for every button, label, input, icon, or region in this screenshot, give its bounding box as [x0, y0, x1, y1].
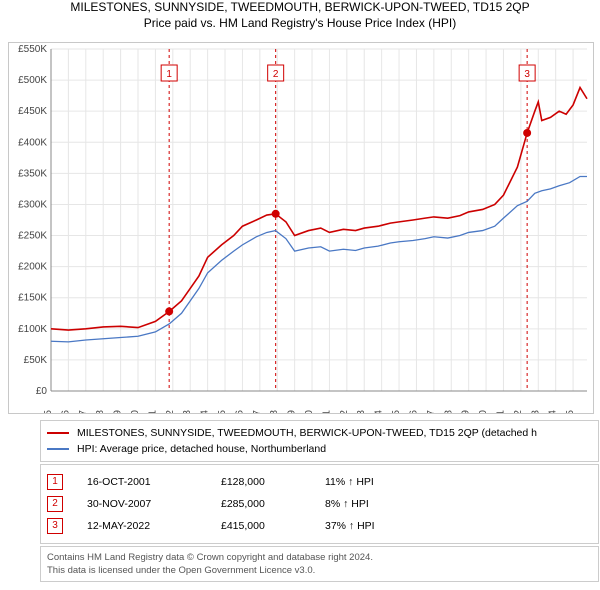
series-hpi — [51, 176, 587, 341]
x-axis-label: 2003 — [182, 410, 193, 413]
sale-price: £415,000 — [221, 515, 301, 537]
sale-price: £128,000 — [221, 471, 301, 493]
y-axis-label: £50K — [24, 355, 48, 366]
x-axis-label: 2000 — [130, 410, 141, 413]
sale-date: 16-OCT-2001 — [87, 471, 197, 493]
legend-item: MILESTONES, SUNNYSIDE, TWEEDMOUTH, BERWI… — [47, 425, 592, 441]
x-axis-label: 2001 — [147, 410, 158, 413]
x-axis-label: 1996 — [60, 410, 71, 413]
y-axis-label: £400K — [18, 137, 47, 148]
x-axis-label: 2018 — [443, 410, 454, 413]
footer-line: Contains HM Land Registry data © Crown c… — [47, 551, 592, 564]
legend-label: HPI: Average price, detached house, Nort… — [77, 441, 326, 457]
legend-label: MILESTONES, SUNNYSIDE, TWEEDMOUTH, BERWI… — [77, 425, 537, 441]
legend-item: HPI: Average price, detached house, Nort… — [47, 441, 592, 457]
x-axis-label: 2014 — [374, 410, 385, 413]
y-axis-label: £100K — [18, 324, 47, 335]
x-axis-label: 2025 — [565, 410, 576, 413]
x-axis-label: 1997 — [78, 410, 89, 413]
y-axis-label: £200K — [18, 262, 47, 273]
x-axis-label: 2005 — [217, 410, 228, 413]
chart-svg: £0 £50K £100K £150K £200K £250K £300K £350K £400… — [9, 43, 593, 413]
y-axis-label: £250K — [18, 231, 47, 242]
chart-container: £0 £50K £100K £150K £200K £250K £300K £350K £400… — [8, 42, 594, 414]
x-axis-label: 2012 — [339, 410, 350, 413]
sale-date: 12-MAY-2022 — [87, 515, 197, 537]
x-axis-label: 2015 — [391, 410, 402, 413]
page: MILESTONES, SUNNYSIDE, TWEEDMOUTH, BERWI… — [0, 0, 600, 590]
sale-hpi-delta: 11% ↑ HPI — [325, 471, 415, 493]
sale-price: £285,000 — [221, 493, 301, 515]
sale-hpi-delta: 8% ↑ HPI — [325, 493, 415, 515]
chart-subtitle: Price paid vs. HM Land Registry's House … — [0, 16, 600, 30]
x-axis-label: 1998 — [95, 410, 106, 413]
x-axis-label: 2006 — [234, 410, 245, 413]
x-axis-label: 2013 — [356, 410, 367, 413]
x-axis-label: 2002 — [165, 410, 176, 413]
sale-row: 1 16-OCT-2001 £128,000 11% ↑ HPI — [47, 471, 592, 493]
chart-title: MILESTONES, SUNNYSIDE, TWEEDMOUTH, BERWI… — [0, 0, 600, 14]
x-axis-label: 2008 — [269, 410, 280, 413]
sale-row: 2 30-NOV-2007 £285,000 8% ↑ HPI — [47, 493, 592, 515]
legend-swatch — [47, 432, 69, 434]
x-axis-label: 2017 — [426, 410, 437, 413]
sale-date: 30-NOV-2007 — [87, 493, 197, 515]
y-axis-label: £350K — [18, 168, 47, 179]
x-axis-label: 1999 — [113, 410, 124, 413]
x-axis-label: 2020 — [478, 410, 489, 413]
sale-marker-number: 3 — [47, 518, 63, 534]
x-axis-label: 2022 — [513, 410, 524, 413]
x-axis-label: 2023 — [530, 410, 541, 413]
legend-swatch — [47, 448, 69, 450]
sale-marker-number: 2 — [47, 496, 63, 512]
sale-marker-number: 1 — [47, 474, 63, 490]
marker-label: 1 — [166, 69, 172, 80]
marker-label: 3 — [524, 69, 530, 80]
y-axis-label: £500K — [18, 75, 47, 86]
sale-hpi-delta: 37% ↑ HPI — [325, 515, 415, 537]
y-axis-label: £0 — [36, 386, 48, 397]
y-axis-label: £550K — [18, 44, 47, 55]
x-axis-label: 2009 — [287, 410, 298, 413]
sale-row: 3 12-MAY-2022 £415,000 37% ↑ HPI — [47, 515, 592, 537]
x-axis-label: 1995 — [43, 410, 54, 413]
y-axis-label: £150K — [18, 293, 47, 304]
sales-table: 1 16-OCT-2001 £128,000 11% ↑ HPI 2 30-NOV-200… — [40, 464, 599, 544]
x-axis-label: 2016 — [408, 410, 419, 413]
series-property — [51, 88, 587, 331]
footer-line: This data is licensed under the Open Gov… — [47, 564, 592, 577]
y-axis-label: £450K — [18, 106, 47, 117]
x-axis-label: 2024 — [548, 410, 559, 413]
x-axis-label: 2010 — [304, 410, 315, 413]
x-axis-label: 2004 — [200, 410, 211, 413]
y-axis-label: £300K — [18, 199, 47, 210]
x-axis-label: 2011 — [321, 410, 332, 413]
x-axis-label: 2019 — [461, 410, 472, 413]
marker-label: 2 — [273, 69, 279, 80]
x-axis-label: 2007 — [252, 410, 263, 413]
footer-attribution: Contains HM Land Registry data © Crown c… — [40, 546, 599, 582]
legend: MILESTONES, SUNNYSIDE, TWEEDMOUTH, BERWI… — [40, 420, 599, 462]
x-axis-label: 2021 — [495, 410, 506, 413]
